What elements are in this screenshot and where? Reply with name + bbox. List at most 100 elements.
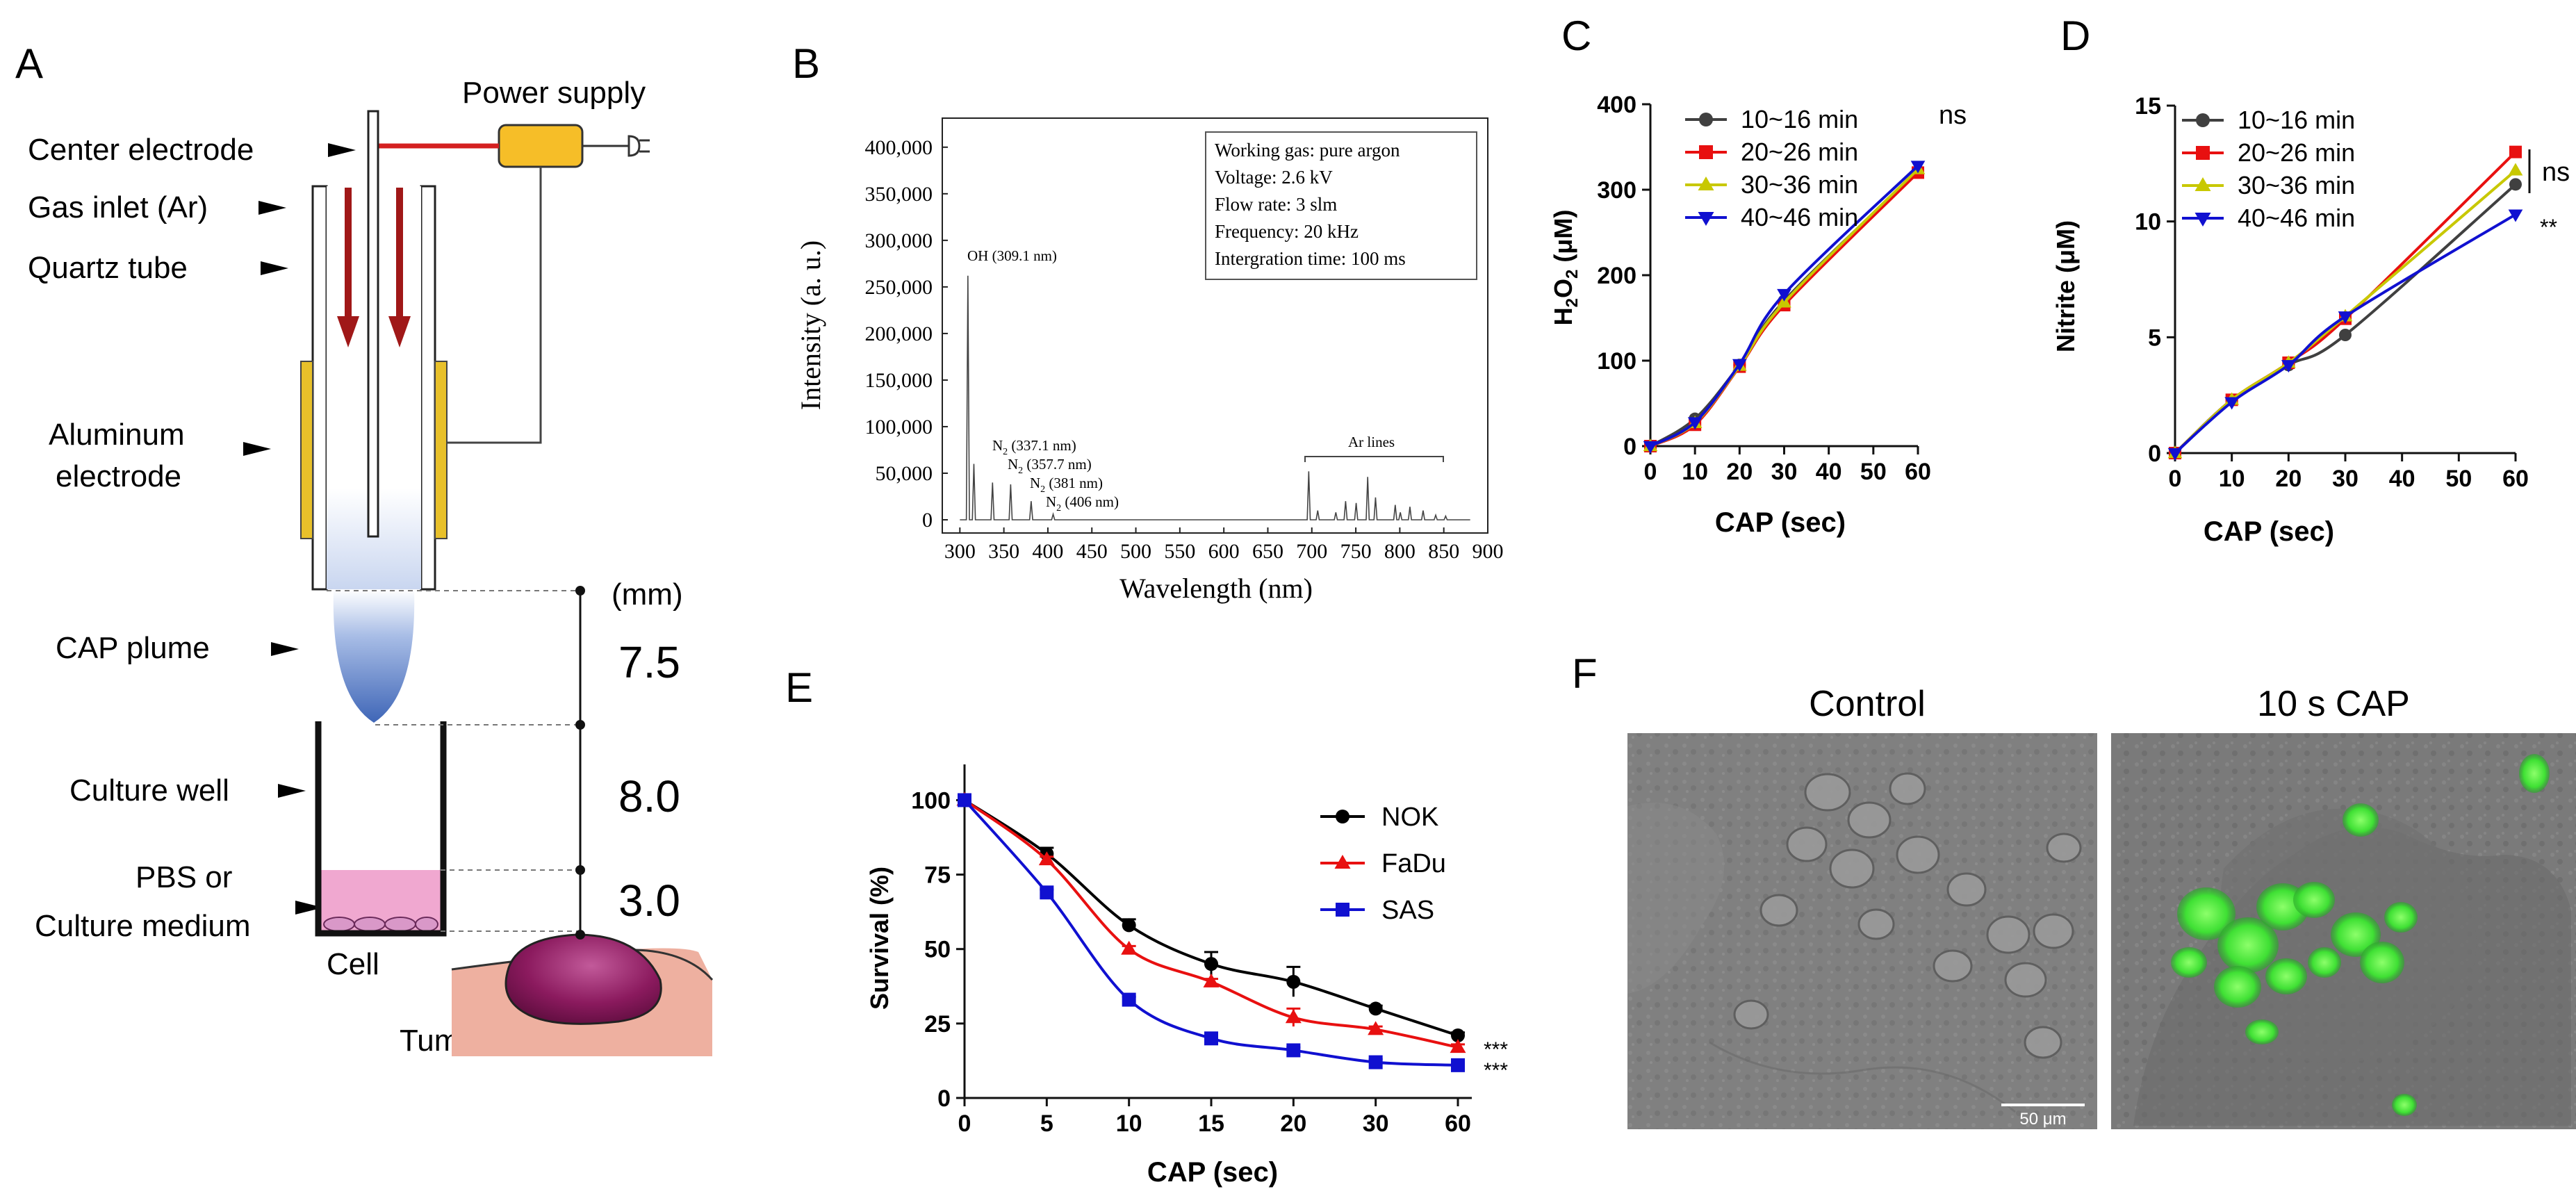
plug-icon (582, 135, 650, 157)
e-data-point (1121, 940, 1138, 955)
c-data-point (1643, 441, 1658, 454)
d-xtick-label: 20 (2275, 466, 2302, 492)
h2o2-ylabel: H2O2 (μM) (1549, 210, 1582, 326)
spectrum-trace (960, 275, 1470, 520)
e-data-point (1285, 1009, 1302, 1024)
aluminum-electrode-left (300, 361, 313, 539)
cap-title: 10 s CAP (2257, 684, 2410, 724)
e-data-point (1040, 885, 1054, 900)
gas-inlet-pointer-icon (259, 201, 286, 215)
d-ytick-label: 5 (2148, 325, 2161, 351)
cells-in-well (323, 917, 438, 932)
e-data-point (1204, 1031, 1218, 1046)
cap-plume-label: CAP plume (56, 631, 210, 665)
center-electrode-pointer-icon (328, 143, 356, 157)
spectrum-xtick-label: 400 (1032, 540, 1063, 563)
spectrum-ylabel: Intensity (a. u.) (795, 240, 826, 410)
c-xtick-label: 60 (1905, 459, 1931, 485)
control-micrograph: 50 μm (1627, 733, 2097, 1129)
control-title: Control (1809, 684, 1926, 724)
cap-plume-pointer-icon (271, 642, 299, 656)
e-data-point (1286, 1043, 1301, 1058)
spectrum-ytick-label: 300,000 (865, 229, 933, 252)
c-data-point (1732, 359, 1747, 372)
e-ytick-label: 25 (924, 1011, 951, 1038)
n2-381-annotation: N2 (381 nm) (1030, 475, 1103, 495)
d-legend-marker (2196, 146, 2210, 160)
survival-axes: 0 25 50 75 100 0 5 10 15 20 30 60 (911, 764, 1472, 1137)
e-xtick-label: 60 (1445, 1110, 1471, 1137)
e-data-point (1368, 1021, 1384, 1035)
spectrum-xtick-label: 650 (1252, 540, 1283, 563)
spectrum-xtick-label: 850 (1428, 540, 1459, 563)
e-xtick-label: 5 (1040, 1110, 1053, 1137)
center-electrode (367, 110, 379, 538)
gas-inlet-label: Gas inlet (Ar) (28, 190, 208, 224)
pbs-label-2: Culture medium (35, 909, 251, 943)
dimension-value-1: 7.5 (618, 637, 680, 687)
n2-337-annotation: N2 (337.1 nm) (992, 437, 1076, 457)
survival-xlabel: CAP (sec) (1147, 1157, 1278, 1188)
e-legend-marker (1336, 903, 1349, 917)
info-line-3: Flow rate: 3 slm (1215, 194, 1337, 215)
scale-bar-label: 50 μm (2019, 1110, 2066, 1129)
spectrum-annotations: OH (309.1 nm) N2 (337.1 nm) N2 (357.7 nm… (967, 247, 1395, 514)
dimension-value-3: 3.0 (618, 876, 680, 926)
h2o2-legend: 10~16 min 20~26 min 30~36 min 40~46 min (1685, 105, 1858, 231)
spectrum-ytick-label: 200,000 (865, 322, 933, 345)
e-ytick-label: 75 (924, 862, 951, 889)
spectrum-info-box (1205, 131, 1477, 280)
c-legend-marker (1699, 145, 1713, 159)
e-data-point (958, 793, 971, 807)
spectrum-xtick-label: 500 (1120, 540, 1151, 563)
d-xtick-label: 30 (2332, 466, 2358, 492)
spectrum-xtick-label: 800 (1384, 540, 1416, 563)
c-legend-marker (1698, 212, 1714, 226)
panel-a-schematic: A Power supply Center (15, 40, 714, 1058)
d-xtick-label: 10 (2219, 466, 2245, 492)
c-legend-label: 30~36 min (1741, 170, 1858, 199)
e-data-point (1450, 1039, 1466, 1053)
spectrum-ytick-label: 250,000 (865, 276, 933, 299)
n2-406-annotation: N2 (406 nm) (1046, 493, 1119, 514)
aluminum-pointer-icon (243, 442, 271, 456)
survival-sig-2: *** (1484, 1059, 1508, 1082)
e-ytick-label: 50 (924, 937, 951, 963)
dimension-guides (327, 590, 580, 932)
spectrum-xtick-label: 900 (1472, 540, 1504, 563)
tumor (504, 933, 662, 1025)
c-xtick-label: 0 (1644, 459, 1657, 485)
cap-micrograph (2111, 733, 2576, 1129)
svg-text:N2 (357.7 nm): N2 (357.7 nm) (1008, 456, 1092, 476)
panel-c-letter: C (1561, 13, 1591, 59)
panel-d-nitrite-chart: D 0 5 10 15 0 10 20 30 40 50 60 10~16 min 20~26 min… (2051, 13, 2570, 547)
c-legend-marker (1699, 113, 1713, 126)
cap-plume (333, 589, 415, 723)
nitrite-axes: 0 5 10 15 0 10 20 30 40 50 60 (2135, 93, 2529, 492)
culture-well-label: Culture well (69, 773, 229, 807)
ground-wire (443, 167, 542, 444)
d-data-point (2339, 329, 2352, 341)
pbs-pointer-icon (295, 901, 323, 915)
nitrite-ylabel: Nitrite (μM) (2051, 220, 2080, 352)
quartz-tube-label: Quartz tube (28, 251, 188, 285)
c-ytick-label: 200 (1597, 263, 1636, 289)
panel-e-survival-chart: E 0 25 50 75 100 0 5 10 15 20 30 60 NOK FaDu SAS Surv… (785, 664, 1508, 1188)
c-ytick-label: 0 (1623, 434, 1636, 460)
panel-b-letter: B (792, 40, 820, 87)
d-xtick-label: 0 (2169, 466, 2182, 492)
spectrum-xtick-label: 450 (1076, 540, 1108, 563)
d-data-point (2509, 178, 2522, 191)
spectrum-y-axis: 0 50,000 100,000 150,000 200,000 250,000 300,0… (865, 136, 948, 532)
e-ytick-label: 100 (911, 787, 951, 814)
svg-text:N2 (406 nm): N2 (406 nm) (1046, 493, 1119, 514)
panel-d-letter: D (2060, 13, 2090, 59)
spectrum-ytick-label: 100,000 (865, 416, 933, 438)
e-data-point (1122, 918, 1136, 933)
e-data-point (1038, 851, 1055, 866)
d-legend-marker (2194, 213, 2211, 227)
c-xtick-label: 20 (1726, 459, 1753, 485)
e-series-line (963, 799, 1459, 1067)
c-xtick-label: 10 (1682, 459, 1708, 485)
